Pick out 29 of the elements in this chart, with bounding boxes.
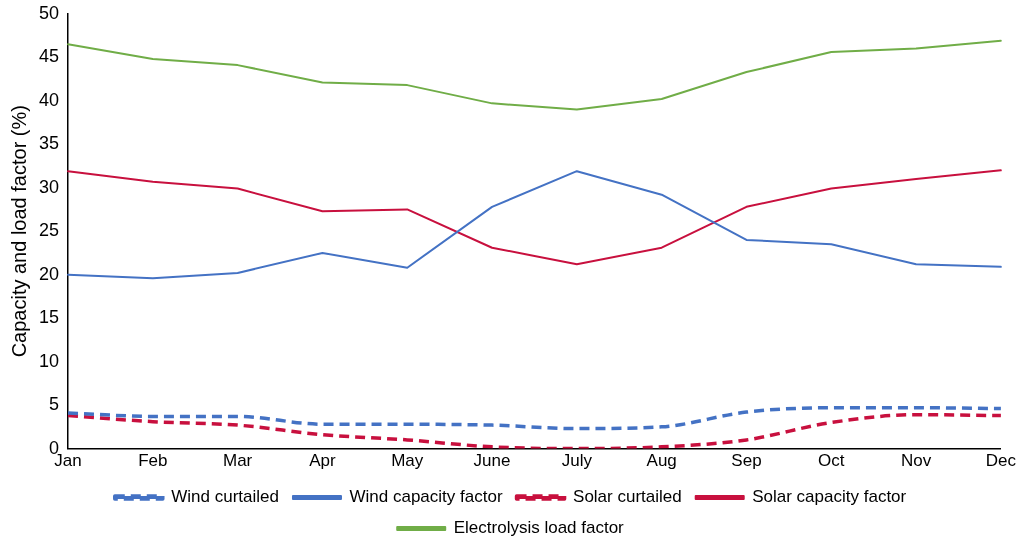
y-tick-label: 10 [38,350,60,371]
y-tick-label: 45 [38,46,60,67]
x-tick-label: Aug [646,451,677,471]
x-tick-label: May [391,451,424,471]
y-tick-label: 5 [49,394,60,415]
x-tick-label: June [473,451,511,471]
legend-label: Solar curtailed [573,487,682,507]
legend-label: Electrolysis load factor [453,518,625,538]
line-series [66,405,1003,431]
x-tick-label: Apr [309,451,336,471]
y-tick-label: 15 [38,307,60,328]
x-tick-label: Oct [818,451,845,471]
x-tick-label: July [561,451,593,471]
x-tick-label: Dec [985,451,1017,471]
x-tick-label: Mar [222,451,253,471]
x-tick-label: Feb [138,451,168,471]
y-tick-label: 20 [38,263,60,284]
y-tick-label: 25 [38,220,60,241]
y-tick-label: 30 [38,176,60,197]
x-tick-label: Nov [900,451,932,471]
y-tick-label: 50 [38,2,60,23]
y-tick-label: 40 [38,89,60,110]
legend-label: Wind curtailed [171,487,279,507]
legend-label: Solar capacity factor [752,487,907,507]
legend-label: Wind capacity factor [349,487,503,507]
x-tick-label: Sep [731,451,762,471]
y-tick-label: 35 [38,133,60,154]
y-axis-title: Capacity and load factor (%) [7,105,30,358]
y-tick-label: 0 [49,437,60,458]
